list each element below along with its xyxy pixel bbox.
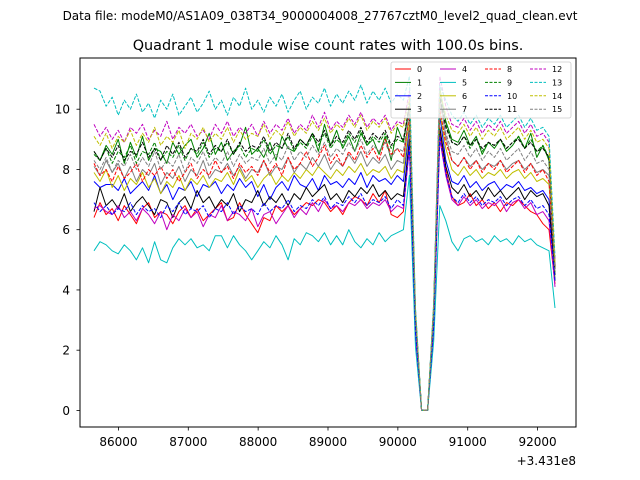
legend-label-9: 9 xyxy=(507,78,512,87)
series-line-8 xyxy=(93,108,556,411)
series-line-6 xyxy=(93,111,556,411)
y-tick-label: 8 xyxy=(62,163,70,177)
series-line-2 xyxy=(93,114,556,411)
x-tick-label: 89000 xyxy=(309,435,347,449)
x-tick-label: 90000 xyxy=(379,435,417,449)
legend-label-5: 5 xyxy=(462,78,467,87)
series-line-1 xyxy=(93,87,556,411)
y-tick-label: 10 xyxy=(55,103,70,117)
x-tick-label: 87000 xyxy=(169,435,207,449)
legend-label-14: 14 xyxy=(552,92,562,101)
legend-label-13: 13 xyxy=(552,78,562,87)
x-offset-label: +3.431e8 xyxy=(517,454,576,468)
legend-box xyxy=(390,61,572,119)
legend-label-1: 1 xyxy=(417,78,422,87)
y-tick-label: 2 xyxy=(62,344,70,358)
legend-label-11: 11 xyxy=(507,105,517,114)
series-line-13 xyxy=(93,75,556,411)
y-tick-label: 0 xyxy=(62,404,70,418)
y-tick-label: 4 xyxy=(62,283,70,297)
legend-label-6: 6 xyxy=(462,92,467,101)
suptitle: Data file: modeM0/AS1A09_038T34_90000040… xyxy=(63,9,578,23)
series-line-12 xyxy=(93,75,556,411)
series-line-9 xyxy=(93,93,556,411)
series-line-4 xyxy=(93,138,556,411)
y-axis: 0 2 4 6 8 10 xyxy=(55,103,80,418)
legend-label-2: 2 xyxy=(417,92,422,101)
x-tick-label: 91000 xyxy=(449,435,487,449)
series-line-3 xyxy=(93,126,556,411)
legend-label-7: 7 xyxy=(462,105,467,114)
legend-label-15: 15 xyxy=(552,105,562,114)
x-tick-label: 86000 xyxy=(99,435,137,449)
series-line-10 xyxy=(93,135,556,411)
legend-label-8: 8 xyxy=(507,65,512,74)
x-tick-label: 92000 xyxy=(518,435,556,449)
x-tick-label: 88000 xyxy=(239,435,277,449)
legend-label-12: 12 xyxy=(552,65,562,74)
legend-label-3: 3 xyxy=(417,105,422,114)
series-line-14 xyxy=(93,90,556,411)
legend-label-0: 0 xyxy=(417,65,422,74)
legend-label-10: 10 xyxy=(507,92,517,101)
y-tick-label: 6 xyxy=(62,223,70,237)
series-line-11 xyxy=(93,96,556,411)
series-line-5 xyxy=(93,175,556,411)
legend-label-4: 4 xyxy=(462,65,467,74)
x-axis: 86000 87000 88000 89000 90000 91000 92000 xyxy=(99,427,557,449)
series-line-15 xyxy=(93,102,556,411)
chart-title: Quadrant 1 module wise count rates with … xyxy=(133,38,524,54)
plot-area xyxy=(93,75,556,411)
